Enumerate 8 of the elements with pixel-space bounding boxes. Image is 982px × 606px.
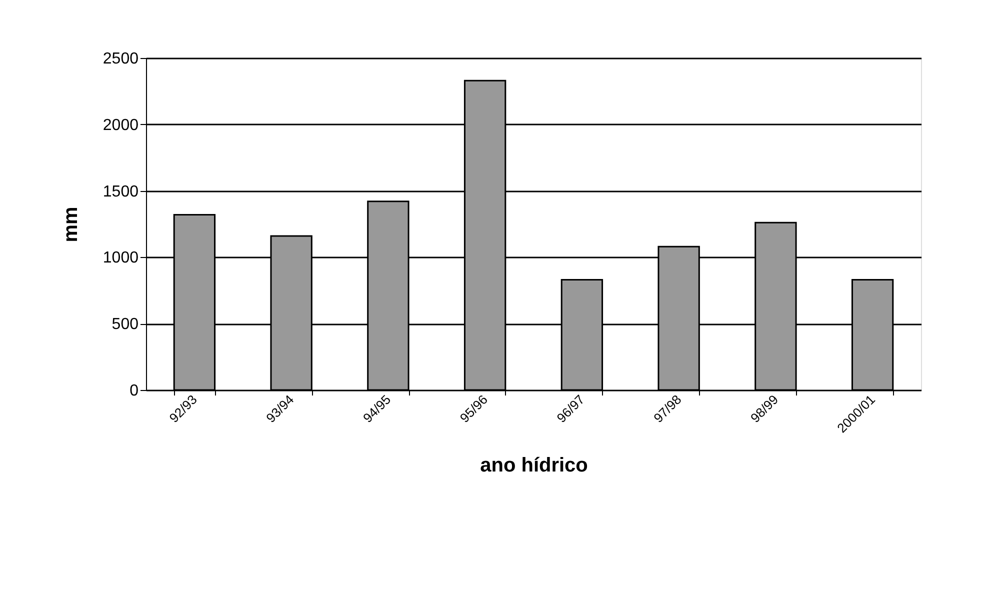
y-tick-label: 0 <box>130 382 139 400</box>
x-axis-title: ano hídrico <box>480 454 588 477</box>
y-tick-label: 2000 <box>102 116 139 134</box>
y-tick-label: 500 <box>112 316 139 334</box>
y-tick-label: 1000 <box>102 250 139 267</box>
y-axis-title: mm <box>60 206 82 242</box>
y-tick-label: 2500 <box>102 50 139 68</box>
y-tick-label: 1500 <box>102 183 139 200</box>
